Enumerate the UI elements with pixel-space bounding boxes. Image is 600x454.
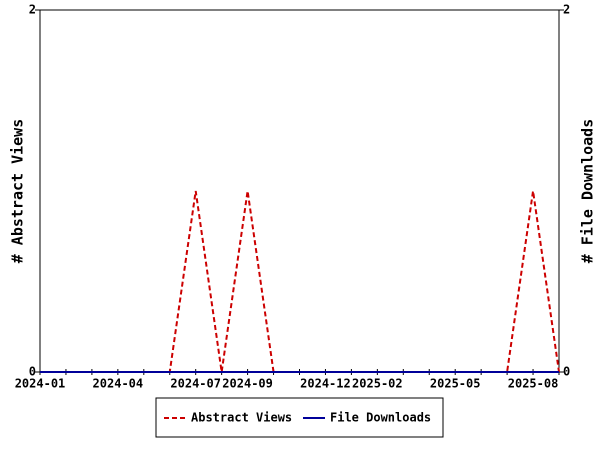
x-tick-label: 2025-08 [508,377,559,391]
y-tick-label: 2 [29,3,36,17]
x-tick-label: 2024-07 [170,377,221,391]
plot-frame [39,9,560,373]
x-tick-label: 2025-02 [352,377,403,391]
y-axis-title: # Abstract Views [9,119,27,264]
x-tick-label: 2024-09 [222,377,273,391]
x-tick-label: 2024-01 [15,377,66,391]
x-tick-label: 2025-05 [430,377,481,391]
x-tick-label: 2024-12 [300,377,351,391]
legend [155,397,444,438]
y2-tick-label: 0 [563,365,570,379]
legend-label: Abstract Views [191,411,292,425]
y2-axis-title: # File Downloads [579,119,597,264]
x-tick-label: 2024-04 [93,377,144,391]
legend-label: File Downloads [330,411,431,425]
y2-tick-label: 2 [563,3,570,17]
y-tick-label: 0 [29,365,36,379]
